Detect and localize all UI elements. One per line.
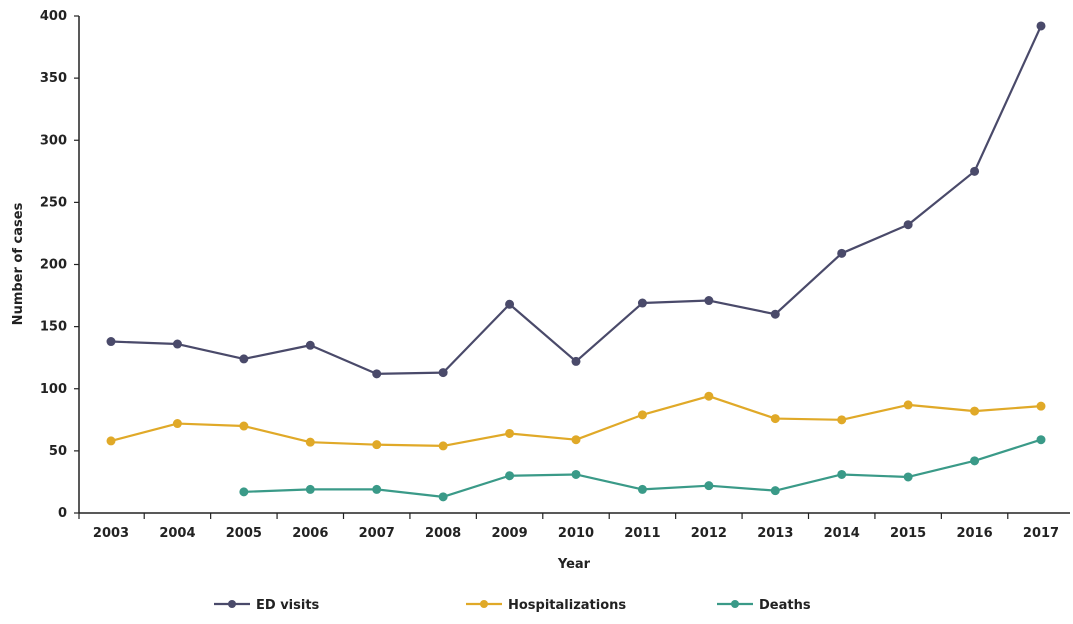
x-tick-label: 2014	[824, 526, 860, 541]
data-point	[837, 469, 847, 479]
data-point	[505, 471, 515, 481]
x-tick-label: 2009	[491, 526, 527, 541]
legend: ED visits Hospitalizations Deaths	[214, 598, 811, 613]
data-point	[571, 469, 581, 479]
data-point	[704, 391, 714, 401]
legend-item: Hospitalizations	[466, 598, 626, 613]
data-point	[837, 248, 847, 258]
data-point	[571, 356, 581, 366]
legend-item: Deaths	[717, 598, 811, 613]
x-tick-label: 2006	[292, 526, 328, 541]
x-tick-label: 2010	[558, 526, 594, 541]
data-point	[305, 437, 315, 447]
data-point	[372, 440, 382, 450]
data-point	[106, 337, 116, 347]
data-point	[970, 166, 980, 176]
data-point	[172, 339, 182, 349]
legend-swatch-marker	[480, 600, 488, 608]
series-ed-visits	[106, 21, 1046, 379]
data-point	[239, 421, 249, 431]
x-tick-label: 2008	[425, 526, 461, 541]
y-tick-label: 250	[40, 195, 67, 210]
x-tick-label: 2017	[1023, 526, 1059, 541]
axes: 0 50 100 150 200 250 300 350 400 2003 2004 2005 2006…	[40, 9, 1070, 541]
data-point	[970, 406, 980, 416]
data-point	[372, 484, 382, 494]
data-point	[903, 220, 913, 230]
data-point	[106, 436, 116, 446]
legend-label: ED visits	[256, 598, 320, 613]
legend-label: Hospitalizations	[508, 598, 626, 613]
y-tick-label: 400	[40, 9, 67, 24]
data-point	[172, 419, 182, 429]
data-point	[637, 298, 647, 308]
legend-item: ED visits	[214, 598, 320, 613]
data-point	[770, 414, 780, 424]
data-point	[305, 484, 315, 494]
data-point	[903, 472, 913, 482]
data-point	[505, 299, 515, 309]
x-tick-label: 2005	[226, 526, 262, 541]
y-tick-label: 100	[40, 382, 67, 397]
data-point	[903, 400, 913, 410]
y-tick-label: 50	[49, 444, 67, 459]
legend-label: Deaths	[759, 598, 811, 613]
data-point	[1036, 401, 1046, 411]
x-tick-label: 2015	[890, 526, 926, 541]
data-point	[372, 369, 382, 379]
y-tick-label: 350	[40, 71, 67, 86]
data-point	[505, 428, 515, 438]
data-point	[970, 456, 980, 466]
y-axis-title: Number of cases	[11, 202, 26, 325]
data-point	[1036, 435, 1046, 445]
legend-swatch-marker	[228, 600, 236, 608]
data-point	[637, 484, 647, 494]
series-deaths	[239, 435, 1046, 502]
x-tick-label: 2012	[691, 526, 727, 541]
data-point	[239, 487, 249, 497]
data-point	[637, 410, 647, 420]
series-layer	[106, 21, 1046, 502]
x-tick-label: 2004	[159, 526, 195, 541]
x-axis-title: Year	[557, 557, 591, 572]
x-tick-label: 2016	[956, 526, 992, 541]
x-tick-label: 2007	[359, 526, 395, 541]
y-tick-label: 200	[40, 258, 67, 273]
data-point	[438, 492, 448, 502]
x-tick-label: 2003	[93, 526, 129, 541]
series-hospitalizations	[106, 391, 1046, 451]
data-point	[770, 309, 780, 319]
x-tick-label: 2013	[757, 526, 793, 541]
data-point	[571, 435, 581, 445]
data-point	[704, 481, 714, 491]
y-tick-label: 0	[58, 506, 67, 521]
y-tick-label: 150	[40, 320, 67, 335]
data-point	[239, 354, 249, 364]
legend-swatch-marker	[731, 600, 739, 608]
x-tick-label: 2011	[624, 526, 660, 541]
y-tick-label: 300	[40, 133, 67, 148]
series-line	[110, 25, 1043, 375]
data-point	[704, 296, 714, 306]
data-point	[438, 368, 448, 378]
data-point	[305, 340, 315, 350]
data-point	[438, 441, 448, 451]
data-point	[1036, 21, 1046, 31]
data-point	[770, 486, 780, 496]
data-point	[837, 415, 847, 425]
